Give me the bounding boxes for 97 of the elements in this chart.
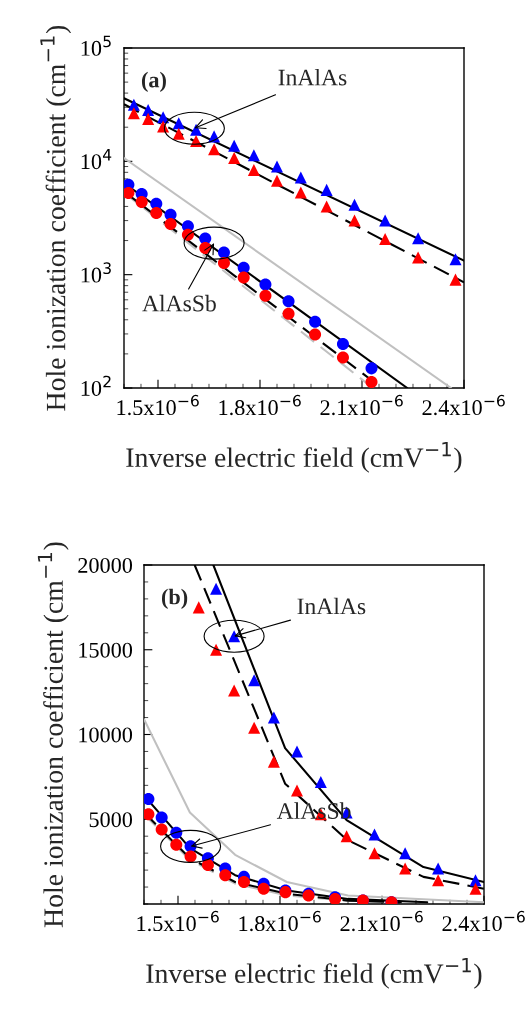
point xyxy=(210,643,223,656)
x-axis-title: Inverse electric field (cmV$^{−1}$) xyxy=(146,958,482,989)
point xyxy=(412,232,425,245)
point xyxy=(294,186,307,199)
point xyxy=(142,112,155,125)
point xyxy=(228,151,241,165)
point xyxy=(348,198,361,211)
point xyxy=(368,828,381,841)
x-tick-label: 1.5x10$^{−6}$ xyxy=(137,910,219,932)
y-axis-title: Hole ionization coefficient (cm$^{−1}$) xyxy=(40,25,72,411)
point xyxy=(135,196,148,209)
x-tick-label: 1.8x10$^{−6}$ xyxy=(219,394,301,416)
point xyxy=(336,337,349,350)
point xyxy=(259,289,272,302)
x-tick-label: 1.8x10$^{−6}$ xyxy=(239,910,321,932)
point xyxy=(164,217,177,230)
annotation: (a) xyxy=(141,71,166,92)
point xyxy=(150,206,163,220)
point xyxy=(336,351,349,364)
x-tick-label: 2.1x10$^{−6}$ xyxy=(320,394,403,416)
y-tick-label: 20000 xyxy=(78,557,133,573)
point xyxy=(320,183,333,196)
point xyxy=(192,601,205,614)
point xyxy=(379,214,392,227)
point xyxy=(282,307,295,320)
point xyxy=(432,862,445,875)
x-tick-label: 2.4x10$^{−6}$ xyxy=(422,394,505,416)
point xyxy=(217,256,230,269)
point xyxy=(208,143,221,156)
point xyxy=(248,721,261,734)
point xyxy=(399,862,412,875)
point xyxy=(259,278,272,291)
point xyxy=(412,251,425,264)
x-tick-label: 2.4x10$^{−6}$ xyxy=(442,910,525,932)
point xyxy=(144,792,155,805)
x-tick-label: 1.5x10$^{−6}$ xyxy=(117,394,199,416)
point xyxy=(270,160,284,173)
point xyxy=(247,163,260,176)
point xyxy=(309,315,322,328)
annotation: AlAsSb xyxy=(142,294,216,312)
x-axis-title: Inverse electric field (cmV$^{−1}$) xyxy=(126,442,462,473)
annotation: InAlAs xyxy=(297,597,366,615)
point xyxy=(399,847,412,860)
annotation: InAlAs xyxy=(278,68,347,86)
point xyxy=(210,582,223,595)
point xyxy=(228,139,241,152)
point xyxy=(309,328,322,341)
point xyxy=(282,295,295,308)
y-tick-label: 10$^{4}$ xyxy=(81,149,112,170)
point xyxy=(237,271,250,284)
point xyxy=(340,830,353,843)
point xyxy=(290,745,304,758)
y-tick-label: 10$^{2}$ xyxy=(81,375,111,396)
point xyxy=(449,253,462,266)
point xyxy=(270,174,284,187)
y-tick-label: 10$^{5}$ xyxy=(81,35,111,56)
annotation: (b) xyxy=(161,588,188,609)
y-tick-label: 15000 xyxy=(79,642,133,658)
point xyxy=(379,233,392,246)
point xyxy=(142,103,155,116)
point xyxy=(469,882,482,895)
point xyxy=(267,711,280,724)
point xyxy=(368,847,381,860)
point xyxy=(228,630,241,643)
point xyxy=(320,200,333,213)
point xyxy=(127,107,140,120)
point xyxy=(172,127,185,140)
y-tick-label: 10000 xyxy=(79,727,133,743)
point xyxy=(290,784,304,797)
point xyxy=(314,775,327,788)
point xyxy=(257,882,270,895)
point xyxy=(449,273,462,286)
point xyxy=(267,755,280,768)
point xyxy=(365,375,378,388)
x-tick-label: 2.1x10$^{−6}$ xyxy=(340,910,423,932)
point xyxy=(170,838,183,851)
point xyxy=(184,850,197,863)
point xyxy=(155,811,168,824)
point xyxy=(172,117,185,130)
point xyxy=(237,875,250,888)
point xyxy=(201,859,214,872)
point xyxy=(432,874,445,887)
point xyxy=(248,674,261,687)
point xyxy=(469,874,482,887)
point xyxy=(247,149,260,162)
point xyxy=(144,808,155,821)
point xyxy=(348,214,361,227)
y-tick-label: 10$^{3}$ xyxy=(81,262,111,283)
point xyxy=(294,171,307,184)
point xyxy=(157,111,170,124)
y-tick-label: 5000 xyxy=(89,812,133,828)
point xyxy=(155,823,168,836)
y-axis-title: Hole ionization coefficient (cm$^{−1}$) xyxy=(37,542,69,928)
point xyxy=(365,362,378,375)
point xyxy=(219,869,232,882)
point xyxy=(228,684,241,697)
point xyxy=(124,187,135,200)
